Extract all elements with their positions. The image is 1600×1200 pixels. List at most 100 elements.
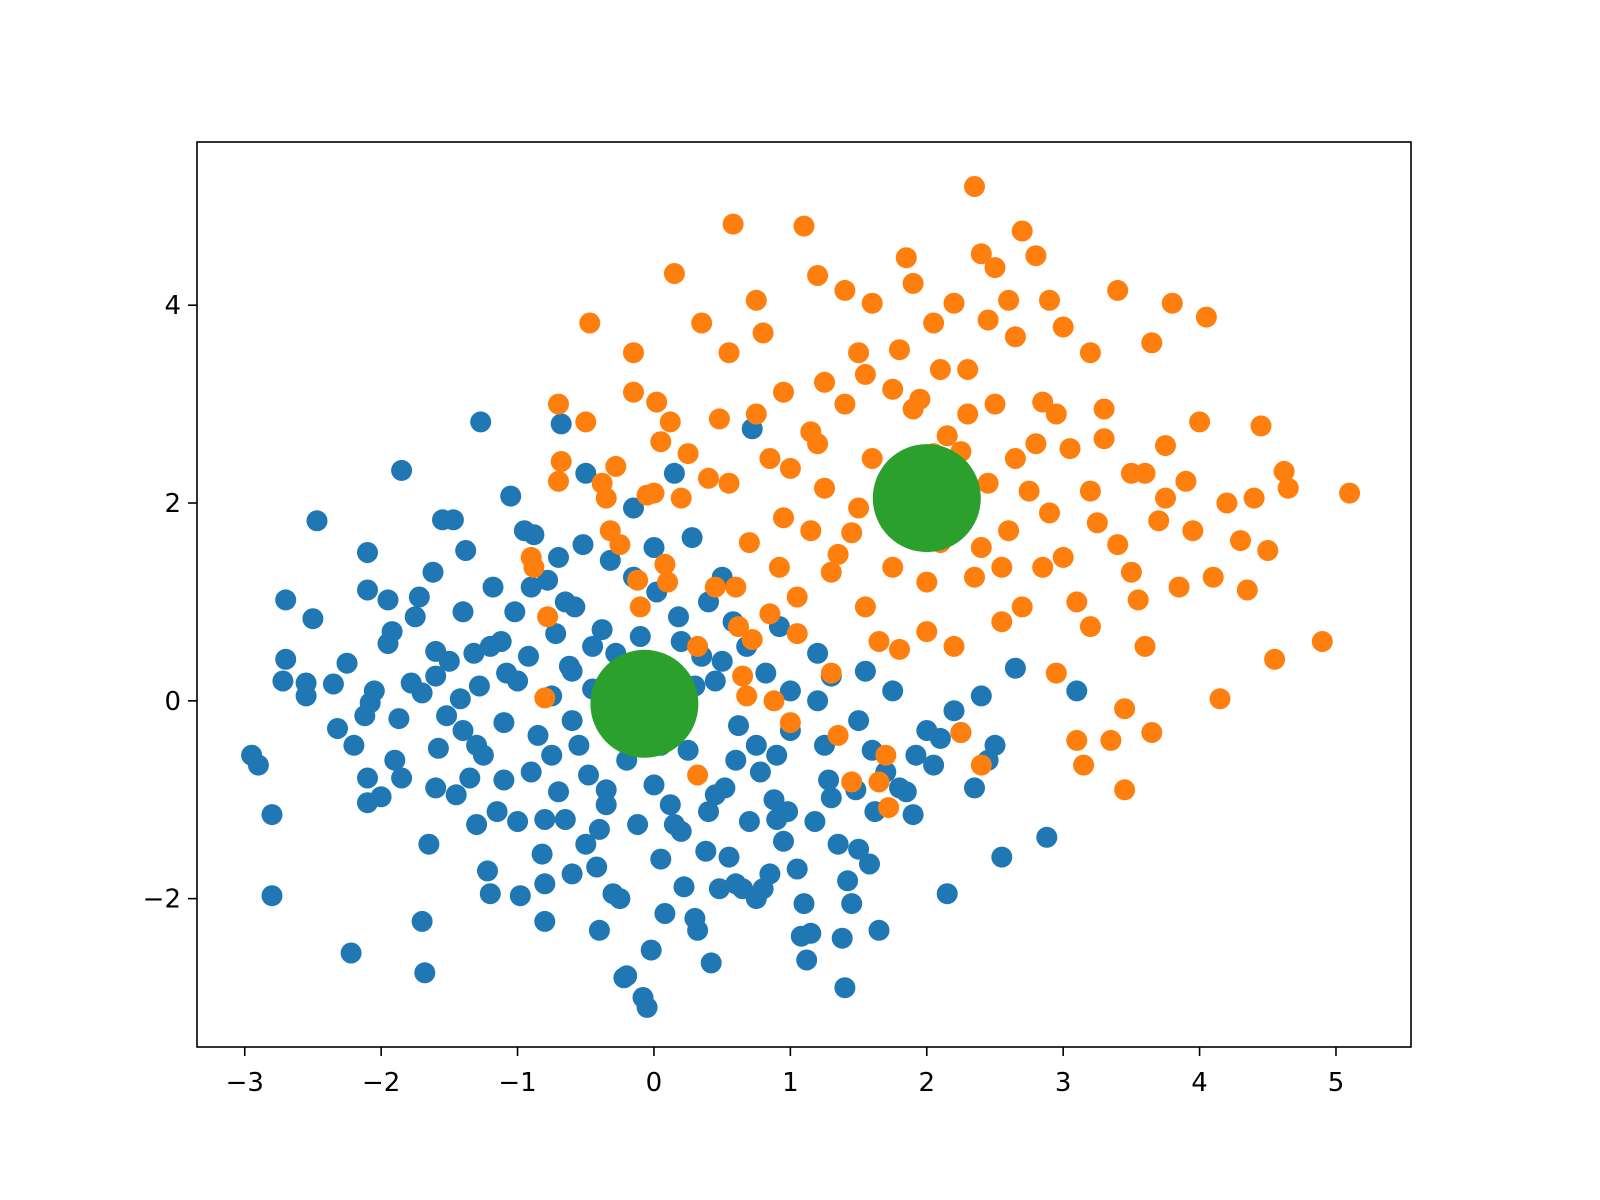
data-point bbox=[1086, 512, 1108, 534]
data-point bbox=[422, 561, 444, 583]
data-point bbox=[605, 455, 627, 477]
data-point bbox=[537, 606, 559, 628]
data-point bbox=[418, 833, 440, 855]
data-point bbox=[936, 883, 958, 905]
data-point bbox=[1114, 779, 1136, 801]
data-point bbox=[868, 771, 890, 793]
data-point bbox=[1195, 306, 1217, 328]
data-point bbox=[650, 431, 672, 453]
data-point bbox=[841, 522, 863, 544]
data-point bbox=[531, 843, 553, 865]
data-point bbox=[677, 739, 699, 761]
data-point bbox=[687, 919, 709, 941]
data-point bbox=[1277, 477, 1299, 499]
data-point bbox=[834, 977, 856, 999]
data-point bbox=[520, 576, 542, 598]
data-point bbox=[773, 830, 794, 852]
data-point bbox=[459, 767, 481, 789]
data-point bbox=[643, 482, 665, 504]
x-tick-label: 2 bbox=[918, 1068, 935, 1098]
data-point bbox=[657, 571, 679, 593]
data-point bbox=[902, 398, 924, 420]
data-point bbox=[704, 670, 726, 692]
data-point bbox=[1025, 245, 1047, 267]
data-point bbox=[998, 289, 1020, 311]
data-point bbox=[663, 462, 685, 484]
data-point bbox=[708, 408, 730, 430]
data-point bbox=[1039, 502, 1060, 524]
data-point bbox=[814, 371, 835, 393]
data-point bbox=[1134, 635, 1156, 657]
x-tick-label: 5 bbox=[1328, 1068, 1345, 1098]
data-point bbox=[436, 705, 458, 727]
data-point bbox=[427, 737, 449, 759]
data-point bbox=[493, 769, 515, 791]
data-point bbox=[831, 927, 853, 949]
data-point bbox=[936, 425, 958, 447]
data-point bbox=[1079, 480, 1101, 502]
data-point bbox=[1209, 688, 1231, 710]
data-point bbox=[807, 433, 829, 455]
data-point bbox=[616, 965, 638, 987]
data-point bbox=[970, 754, 992, 776]
data-point bbox=[1079, 342, 1101, 364]
data-point bbox=[1264, 648, 1286, 670]
data-point bbox=[800, 922, 822, 944]
data-point bbox=[834, 393, 856, 415]
data-point bbox=[786, 586, 808, 608]
data-point bbox=[1148, 510, 1170, 532]
data-point bbox=[1052, 316, 1074, 338]
data-point bbox=[1025, 433, 1047, 455]
data-point bbox=[575, 411, 597, 433]
data-point bbox=[779, 712, 801, 734]
data-point bbox=[732, 665, 754, 687]
x-tick-label: −3 bbox=[226, 1068, 264, 1098]
data-point bbox=[957, 359, 979, 380]
data-point bbox=[1093, 398, 1115, 420]
data-point bbox=[698, 467, 719, 489]
data-point bbox=[578, 764, 599, 786]
data-point bbox=[537, 569, 559, 591]
data-point bbox=[970, 685, 992, 707]
data-point bbox=[588, 919, 610, 941]
data-point bbox=[627, 569, 649, 591]
data-point bbox=[882, 378, 904, 400]
data-point bbox=[1168, 576, 1190, 598]
data-point bbox=[875, 744, 897, 766]
data-point bbox=[745, 734, 767, 756]
data-point bbox=[878, 797, 900, 819]
data-point bbox=[470, 411, 492, 433]
data-point bbox=[1011, 596, 1033, 618]
data-point bbox=[882, 680, 904, 702]
data-point bbox=[336, 652, 358, 674]
data-point bbox=[1202, 566, 1224, 588]
data-point bbox=[343, 734, 365, 756]
data-point bbox=[943, 700, 965, 722]
data-point bbox=[991, 846, 1013, 868]
data-point bbox=[673, 876, 695, 898]
data-point bbox=[623, 381, 644, 403]
data-point bbox=[741, 629, 763, 650]
data-point bbox=[970, 537, 992, 558]
data-point bbox=[943, 635, 965, 657]
data-point bbox=[1141, 722, 1163, 743]
data-point bbox=[868, 631, 890, 652]
data-point bbox=[561, 863, 583, 885]
data-point bbox=[745, 403, 767, 425]
data-point bbox=[322, 673, 344, 695]
data-point bbox=[773, 507, 794, 529]
data-point bbox=[548, 781, 569, 803]
data-point bbox=[1045, 403, 1067, 425]
data-point bbox=[984, 257, 1006, 279]
x-tick-label: −2 bbox=[362, 1068, 400, 1098]
data-point bbox=[786, 623, 808, 645]
data-point bbox=[1250, 415, 1272, 437]
data-point bbox=[548, 470, 569, 492]
data-point bbox=[1134, 462, 1156, 484]
data-point bbox=[425, 777, 447, 799]
data-point bbox=[991, 556, 1013, 578]
data-point bbox=[950, 722, 972, 743]
data-point bbox=[579, 312, 601, 334]
data-point bbox=[534, 809, 556, 830]
